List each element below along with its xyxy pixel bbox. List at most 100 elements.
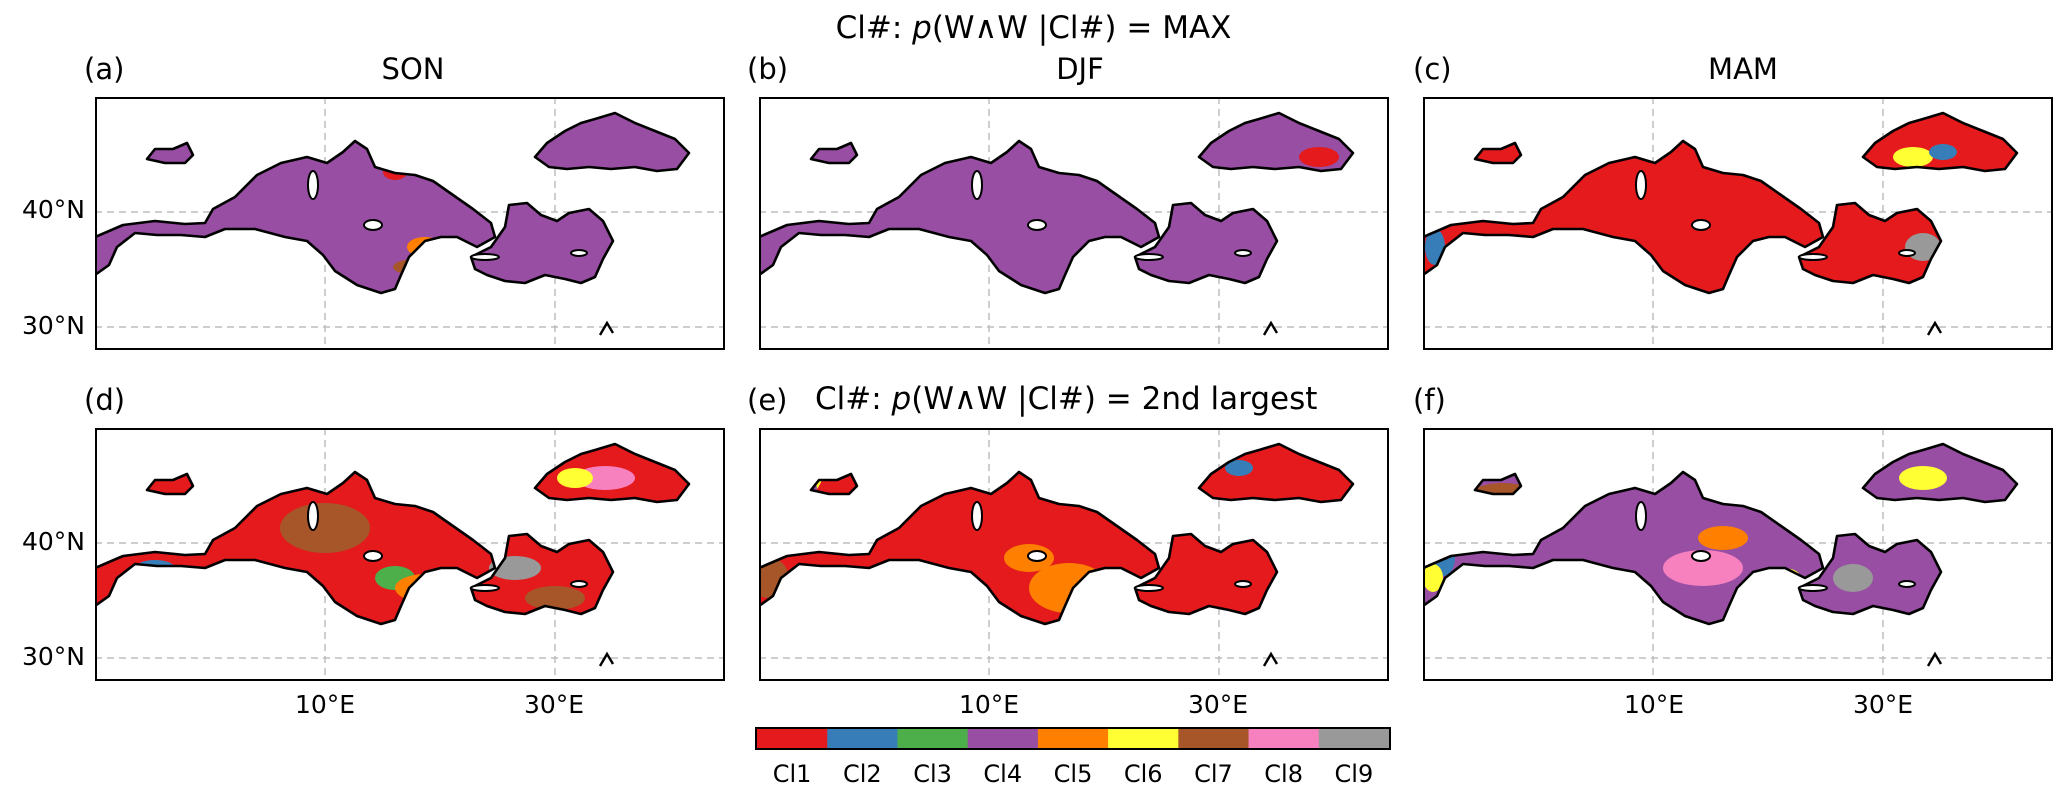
coastline xyxy=(1473,472,1523,496)
colorbar-label-5: Cl5 xyxy=(1053,760,1093,788)
cluster-patch xyxy=(393,259,437,275)
lon-label-30e-e: 30°E xyxy=(1187,690,1249,719)
season-label-mam: MAM xyxy=(1708,52,1778,86)
panel-frame xyxy=(95,428,725,681)
coastline xyxy=(1423,470,1825,626)
colorbar-segment-3 xyxy=(897,729,969,748)
island-crete xyxy=(1134,253,1164,261)
coastline xyxy=(1797,201,1943,285)
map-panel-d xyxy=(95,428,725,681)
cluster-patch xyxy=(1899,466,1947,490)
coastline xyxy=(1197,111,1355,173)
cluster-patch xyxy=(759,500,799,536)
coastline xyxy=(533,111,691,173)
colorbar xyxy=(755,727,1391,750)
colorbar-segment-6 xyxy=(1108,729,1179,748)
panel-label-b: (b) xyxy=(747,52,789,86)
island-corsica-sardinia xyxy=(1635,501,1647,531)
colorbar-label-7: Cl7 xyxy=(1194,760,1233,788)
colorbar-label-1: Cl1 xyxy=(772,760,812,788)
coastline xyxy=(759,139,1161,295)
coastline xyxy=(1797,532,1943,616)
coastline xyxy=(1133,532,1279,616)
panel-frame xyxy=(95,97,725,350)
coastline xyxy=(1473,141,1523,165)
coastline xyxy=(1197,442,1355,504)
island-sicily xyxy=(363,219,383,231)
cluster-patch xyxy=(1423,564,1443,592)
coastline-red-sea xyxy=(1262,320,1279,336)
coastline-red-sea xyxy=(1926,651,1943,667)
colorbar-segment-1 xyxy=(757,729,828,748)
colorbar-label-4: Cl4 xyxy=(983,760,1023,788)
panel-frame xyxy=(759,97,1389,350)
coastline xyxy=(809,472,859,496)
season-label-son: SON xyxy=(381,52,445,86)
coastline-red-sea xyxy=(598,651,615,667)
cluster-patch xyxy=(761,145,777,169)
coastline xyxy=(1861,442,2019,504)
coastline xyxy=(1861,111,2019,173)
colorbar-frame xyxy=(755,727,1391,750)
map-panel-e xyxy=(759,428,1389,681)
panel-label-a: (a) xyxy=(84,52,125,86)
coastline-red-sea xyxy=(1262,651,1279,667)
map-panel-c xyxy=(1423,97,2053,350)
island-cyprus xyxy=(1234,580,1252,588)
map-panel-a xyxy=(95,97,725,350)
cluster-patch xyxy=(575,466,635,490)
cluster-patch xyxy=(135,560,175,576)
colorbar-segment-4 xyxy=(967,729,1039,748)
lat-label-40n-bottom: 40°N xyxy=(21,527,85,556)
island-crete xyxy=(1134,584,1164,592)
island-corsica-sardinia xyxy=(971,170,983,200)
island-sicily xyxy=(1027,219,1047,231)
cluster-patch xyxy=(1833,564,1873,592)
colorbar-segment-8 xyxy=(1248,729,1320,748)
coastline xyxy=(533,442,691,504)
coastline xyxy=(469,532,615,616)
island-cyprus xyxy=(570,580,588,588)
panel-label-c: (c) xyxy=(1413,52,1452,86)
lon-label-30e-f: 30°E xyxy=(1852,690,1914,719)
colorbar-segment-7 xyxy=(1178,729,1250,748)
panel-label-d: (d) xyxy=(84,383,126,417)
lat-label-40n-top: 40°N xyxy=(21,195,85,224)
coastline xyxy=(759,470,1161,626)
island-corsica-sardinia xyxy=(307,501,319,531)
lat-label-30n-top: 30°N xyxy=(21,311,85,340)
colorbar-segment-2 xyxy=(827,729,898,748)
panel-label-e: (e) xyxy=(747,383,788,417)
cluster-patch xyxy=(759,113,814,157)
lon-label-10e-f: 10°E xyxy=(1623,690,1685,719)
cluster-patch xyxy=(1299,147,1339,167)
cluster-patch xyxy=(557,468,593,488)
coastline xyxy=(469,201,615,285)
colorbar-label-8: Cl8 xyxy=(1264,760,1303,788)
cluster-patch xyxy=(1765,568,1801,588)
map-panel-b xyxy=(759,97,1389,350)
coastline xyxy=(1133,201,1279,285)
coastline-red-sea xyxy=(598,320,615,336)
panel-frame xyxy=(1423,428,2053,681)
island-cyprus xyxy=(570,249,588,257)
island-corsica-sardinia xyxy=(1635,170,1647,200)
cluster-patch xyxy=(1433,113,1493,152)
coastline xyxy=(145,472,195,496)
cluster-patch xyxy=(1663,550,1743,586)
cluster-patch xyxy=(525,586,585,610)
lat-label-30n-bottom: 30°N xyxy=(21,642,85,671)
colorbar-label-9: Cl9 xyxy=(1334,760,1374,788)
cluster-patch xyxy=(280,503,370,553)
cluster-patch xyxy=(1225,460,1253,476)
island-sicily xyxy=(363,550,383,562)
panel-frame xyxy=(1423,97,2053,350)
panel-frame xyxy=(759,428,1389,681)
island-crete xyxy=(470,253,500,261)
cluster-patch xyxy=(1929,144,1957,160)
island-cyprus xyxy=(1898,249,1916,257)
coastline xyxy=(809,141,859,165)
island-sicily xyxy=(1691,550,1711,562)
coastline-red-sea xyxy=(1926,320,1943,336)
island-sicily xyxy=(1027,550,1047,562)
